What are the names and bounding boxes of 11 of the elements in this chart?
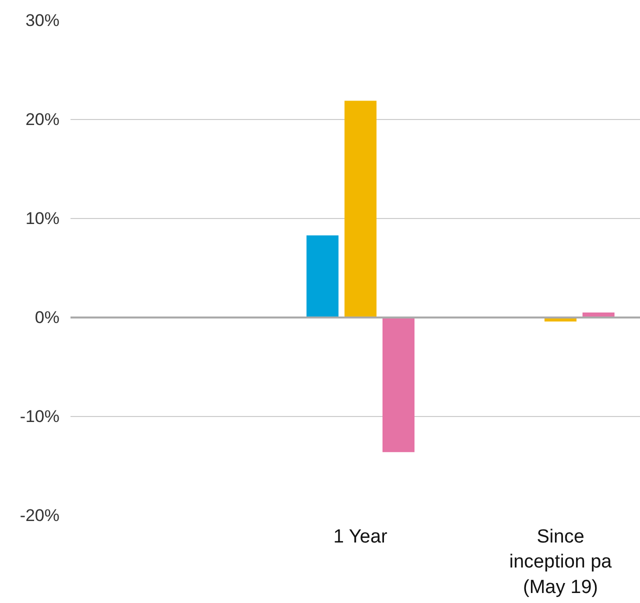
y-tick-label: 10% (25, 209, 60, 228)
y-tick-label: 20% (25, 110, 60, 129)
bar (344, 100, 376, 318)
y-tick-label: 0% (34, 308, 60, 327)
bar (306, 235, 338, 318)
y-tick-label: -20% (20, 506, 60, 525)
x-tick-label: Since inception pa (May 19) (509, 526, 612, 598)
y-tick-label: 30% (25, 11, 60, 30)
bar (382, 318, 414, 452)
y-tick-label: -10% (20, 407, 60, 426)
x-tick-label: 1 Year (333, 526, 388, 548)
